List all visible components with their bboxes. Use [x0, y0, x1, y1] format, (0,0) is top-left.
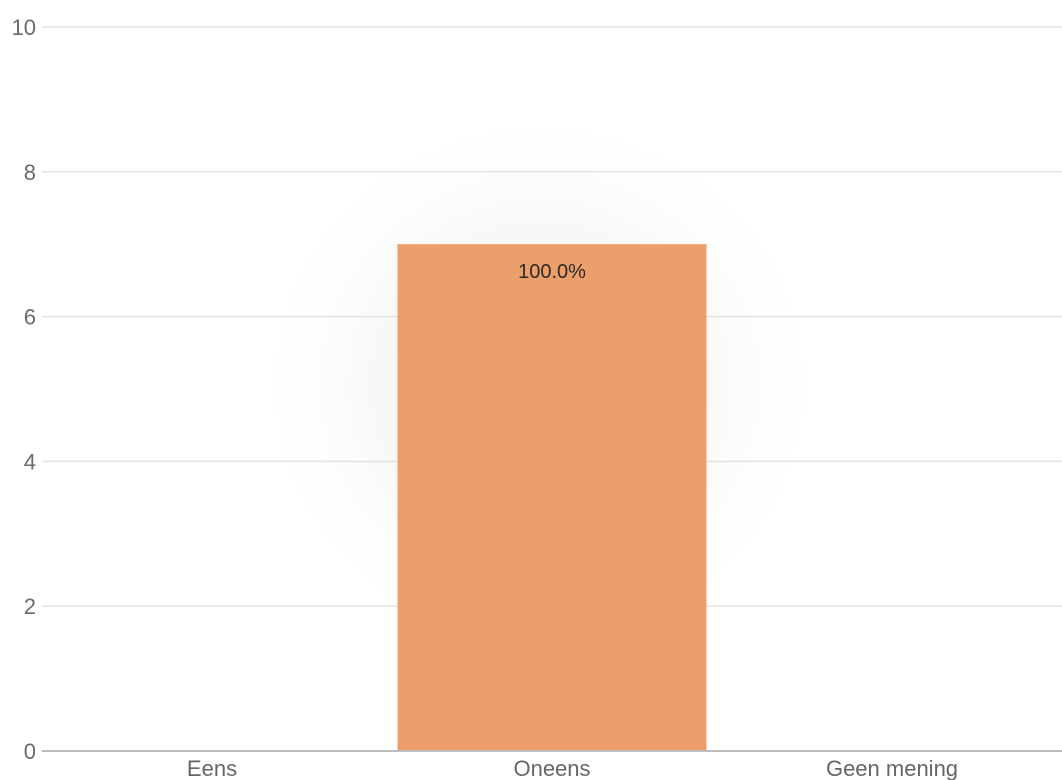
x-category-label: Eens: [187, 756, 237, 780]
y-tick-label: 10: [12, 15, 36, 40]
x-category-label: Oneens: [513, 756, 590, 780]
y-tick-label: 8: [24, 160, 36, 185]
y-tick-label: 0: [24, 739, 36, 764]
bar-data-label: 100.0%: [518, 261, 586, 283]
y-tick-label: 6: [24, 305, 36, 330]
axes: 0 2 4 6 8 10 Eens Oneens Geen mening: [12, 15, 1062, 780]
x-category-label: Geen mening: [826, 756, 958, 780]
bars: 100.0%: [397, 244, 707, 751]
y-tick-label: 2: [24, 594, 36, 619]
y-tick-label: 4: [24, 449, 36, 474]
bar-oneens[interactable]: [397, 244, 707, 751]
